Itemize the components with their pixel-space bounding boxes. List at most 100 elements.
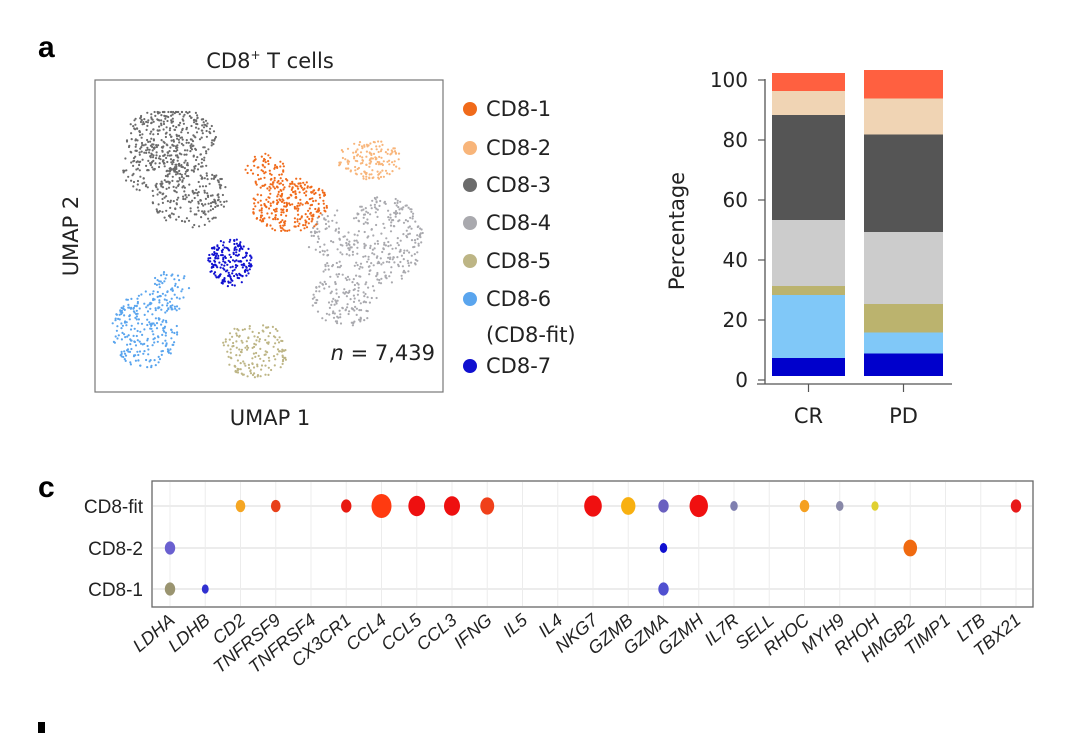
umap-point-cd8-4: [382, 222, 385, 225]
umap-point-cd8-4: [357, 283, 360, 286]
umap-point-cd8-2: [362, 175, 365, 178]
umap-point-cd8-1: [296, 185, 299, 188]
umap-point-cd8-6: [175, 296, 179, 299]
umap-point-cd8-1: [276, 186, 279, 189]
umap-point-cd8-3: [141, 182, 144, 185]
umap-point-cd8-3: [170, 120, 173, 123]
umap-point-cd8-3: [146, 148, 149, 151]
umap-point-cd8-3: [172, 124, 175, 128]
umap-point-cd8-1: [270, 173, 273, 176]
umap-point-cd8-4: [322, 253, 325, 256]
umap-point-cd8-3: [173, 112, 176, 115]
umap-point-cd8-3: [179, 121, 182, 124]
umap-point-cd8-3: [219, 177, 222, 181]
umap-point-cd8-6: [114, 319, 117, 322]
umap-point-cd8-3: [193, 223, 196, 227]
umap-point-cd8-6: [120, 322, 123, 325]
dot-plot-panel: CD8-fitCD8-2CD8-1LDHALDHBCD2TNFRSF9TNFRS…: [84, 480, 1034, 677]
umap-point-cd8-6: [138, 350, 142, 353]
umap-point-cd8-3: [211, 201, 214, 204]
umap-point-cd8-1: [282, 208, 285, 211]
umap-point-cd8-3: [193, 165, 196, 168]
umap-point-cd8-3: [181, 186, 184, 189]
umap-point-cd8-3: [163, 165, 166, 168]
umap-point-cd8-1: [254, 205, 257, 208]
umap-point-cd8-3: [162, 154, 165, 157]
umap-point-cd8-7: [229, 275, 232, 278]
umap-point-cd8-1: [277, 190, 280, 193]
umap-point-cd8-2: [353, 157, 356, 160]
umap-point-cd8-3: [145, 149, 148, 152]
umap-point-cd8-7: [238, 249, 241, 252]
umap-point-cd8-5: [222, 341, 225, 344]
umap-point-cd8-3: [153, 110, 156, 114]
umap-point-cd8-3: [203, 189, 206, 192]
umap-point-cd8-3: [169, 216, 172, 219]
umap-point-cd8-3: [162, 128, 165, 131]
umap-point-cd8-5: [244, 364, 247, 367]
umap-point-cd8-6: [151, 322, 154, 325]
umap-point-cd8-1: [257, 201, 260, 204]
umap-point-cd8-7: [224, 261, 227, 264]
umap-point-cd8-3: [151, 160, 154, 163]
umap-point-cd8-4: [397, 263, 400, 266]
umap-point-cd8-1: [312, 189, 315, 192]
umap-point-cd8-4: [373, 289, 376, 292]
umap-point-cd8-2: [355, 150, 358, 153]
umap-point-cd8-3: [178, 113, 181, 116]
umap-point-cd8-3: [177, 183, 180, 186]
umap-point-cd8-1: [289, 182, 293, 185]
umap-point-cd8-4: [402, 206, 405, 209]
umap-point-cd8-2: [388, 163, 391, 166]
umap-point-cd8-3: [185, 196, 188, 199]
umap-point-cd8-4: [356, 252, 359, 255]
umap-point-cd8-3: [162, 161, 166, 164]
umap-point-cd8-4: [367, 265, 370, 268]
umap-point-cd8-1: [324, 210, 327, 213]
umap-point-cd8-2: [345, 167, 348, 170]
umap-point-cd8-3: [185, 126, 188, 129]
umap-point-cd8-4: [410, 227, 413, 230]
umap-point-cd8-1: [288, 202, 291, 205]
umap-point-cd8-1: [280, 213, 283, 216]
umap-point-cd8-3: [136, 179, 140, 183]
umap-point-cd8-6: [124, 354, 128, 357]
umap-point-cd8-4: [421, 231, 424, 235]
umap-point-cd8-3: [170, 154, 173, 157]
umap-point-cd8-3: [214, 216, 217, 219]
dot-cd8-fit-nkg7: [584, 495, 602, 517]
umap-point-cd8-3: [216, 204, 219, 207]
panel-label-d-partial: [38, 722, 45, 733]
umap-point-cd8-3: [168, 172, 171, 175]
dot-cd8-2-ldha: [164, 541, 176, 555]
umap-point-cd8-4: [371, 199, 374, 202]
umap-point-cd8-3: [196, 156, 199, 159]
umap-point-cd8-3: [138, 131, 141, 134]
umap-point-cd8-3: [189, 138, 192, 141]
umap-point-cd8-5: [264, 373, 267, 376]
umap-point-cd8-3: [205, 164, 208, 167]
umap-point-cd8-3: [175, 133, 178, 136]
umap-point-cd8-4: [363, 242, 366, 245]
umap-point-cd8-4: [406, 249, 409, 252]
umap-point-cd8-1: [279, 220, 283, 223]
umap-point-cd8-3: [174, 173, 178, 176]
umap-point-cd8-3: [205, 152, 208, 155]
umap-point-cd8-6: [170, 337, 173, 340]
umap-point-cd8-3: [160, 119, 163, 122]
umap-point-cd8-3: [148, 148, 151, 151]
umap-point-cd8-4: [400, 274, 403, 277]
umap-point-cd8-3: [182, 195, 185, 198]
umap-point-cd8-6: [157, 355, 160, 358]
umap-point-cd8-1: [252, 197, 255, 200]
umap-point-cd8-2: [386, 152, 389, 155]
umap-point-cd8-2: [380, 156, 383, 159]
umap-point-cd8-4: [387, 256, 390, 259]
umap-point-cd8-3: [166, 173, 169, 176]
umap-point-cd8-6: [158, 301, 161, 304]
umap-point-cd8-3: [188, 115, 191, 118]
umap-point-cd8-1: [309, 212, 312, 215]
umap-point-cd8-6: [154, 307, 157, 310]
umap-point-cd8-7: [245, 259, 248, 262]
umap-point-cd8-7: [218, 261, 221, 264]
